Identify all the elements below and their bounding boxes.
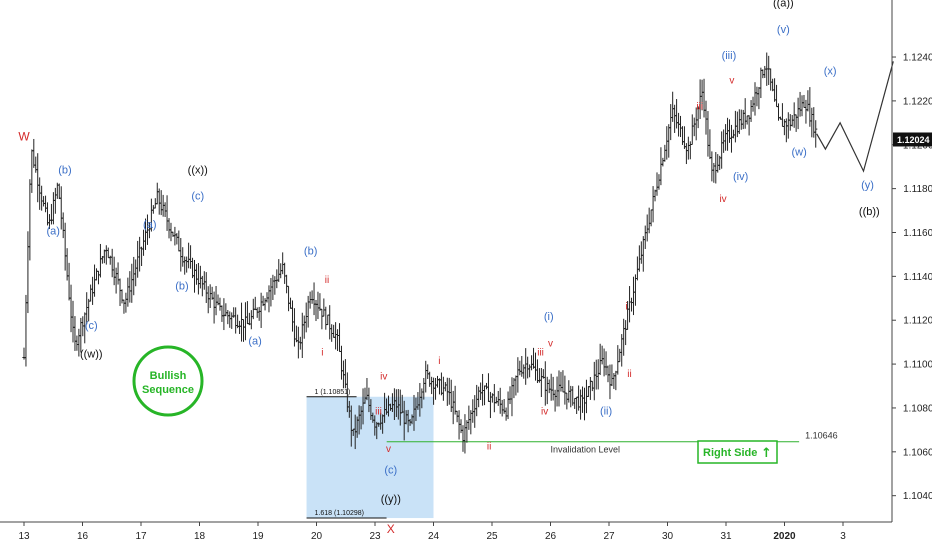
badge-circle	[132, 345, 204, 417]
wave-label: (x)	[824, 66, 837, 78]
current-price-tag	[893, 132, 932, 147]
wave-label: i	[321, 347, 323, 358]
arrow-up-icon: ↑	[761, 446, 772, 461]
x-tick-label: 17	[135, 531, 147, 542]
wave-label: ii	[325, 275, 329, 286]
wave-label: (b)	[175, 281, 188, 293]
y-tick-label: 1.11000	[903, 360, 932, 371]
wave-label: ii	[487, 442, 491, 453]
wave-label: ((w))	[80, 349, 103, 361]
wave-label: ((a))	[773, 0, 794, 10]
fib-top-label: 1 (1.10851)	[315, 389, 351, 396]
wave-label: v	[548, 339, 553, 350]
wave-label: (a)	[47, 226, 60, 238]
wave-label: W	[18, 129, 30, 143]
y-tick-label: 1.12400	[903, 53, 932, 64]
wave-label: iv	[380, 371, 387, 382]
badge-line2: Sequence	[142, 384, 194, 396]
wave-label: iv	[541, 407, 548, 418]
y-tick-label: 1.10400	[903, 491, 932, 502]
x-tick-label: 26	[545, 531, 557, 542]
x-axis: 13 16 17 18 19 20 23 24 25 26 27 30 31 2020 3	[0, 521, 892, 542]
wave-label: (c)	[384, 465, 397, 477]
x-tick-label: 27	[603, 531, 615, 542]
projection-line	[816, 61, 894, 173]
wave-label: (c)	[85, 320, 98, 332]
right-side-badge: Right Side ↑	[697, 440, 778, 464]
right-side-box	[697, 440, 778, 464]
x-tick-label: 24	[428, 531, 440, 542]
wave-label: v	[729, 75, 734, 86]
wave-label: v	[386, 444, 391, 455]
y-tick-label: 1.12200	[903, 96, 932, 107]
wave-label: ((b))	[859, 206, 880, 218]
wave-label: (w)	[791, 147, 806, 159]
wave-label: (i)	[544, 311, 554, 323]
bullish-sequence-badge: Bullish Sequence	[132, 345, 204, 417]
wave-label: ii	[627, 369, 631, 380]
projection-path	[816, 61, 894, 173]
invalidation-value: 1.10646	[805, 431, 838, 441]
wave-label: ((x))	[188, 164, 208, 176]
x-tick-label: 23	[369, 531, 381, 542]
badge-line1: Bullish	[150, 370, 187, 382]
y-axis: 1.124001.122001.120001.118001.116001.114…	[891, 0, 932, 522]
wave-label: ((y))	[381, 493, 401, 505]
wave-label: (iii)	[722, 50, 737, 62]
wave-label: X	[387, 522, 395, 536]
y-tick-label: 1.11200	[903, 316, 932, 327]
x-tick-label: 31	[720, 531, 732, 542]
wave-label: (iv)	[733, 171, 748, 183]
wave-label: iii	[537, 347, 544, 358]
x-tick-label: 18	[194, 531, 206, 542]
wave-label: (a)	[248, 335, 261, 347]
x-tick-label: 30	[662, 531, 674, 542]
x-tick-label: 20	[311, 531, 323, 542]
x-tick-label: 13	[18, 531, 30, 542]
wave-label: (v)	[777, 24, 790, 36]
y-tick-label: 1.10600	[903, 447, 932, 458]
y-tick-label: 1.11800	[903, 184, 932, 195]
y-tick-label: 1.11600	[903, 228, 932, 239]
x-tick-label: 19	[252, 531, 264, 542]
price-bars	[22, 52, 818, 454]
current-price-marker: 1.12024	[893, 132, 932, 147]
wave-label: (ii)	[600, 406, 612, 418]
x-tick-label: 25	[486, 531, 498, 542]
wave-label: (c)	[191, 191, 204, 203]
right-side-label: Right Side	[703, 447, 757, 459]
y-tick-label: 1.11400	[903, 272, 932, 283]
invalidation-label: Invalidation Level	[551, 445, 621, 455]
wave-label: (b)	[304, 245, 317, 257]
x-tick-label: 16	[77, 531, 89, 542]
wave-label: i	[625, 301, 627, 312]
wave-label: (a)	[143, 219, 156, 231]
x-tick-label: 3	[840, 531, 846, 542]
wave-labels: W(a)(b)(c)((w))(a)(b)((x))(c)(a)(b)iiiiv…	[18, 0, 879, 536]
wave-label: iv	[719, 194, 726, 205]
wave-label: (b)	[58, 164, 71, 176]
wave-label: (y)	[861, 180, 874, 192]
x-tick-label: 2020	[773, 531, 796, 542]
fib-bottom-label: 1.618 (1.10298)	[315, 510, 364, 517]
current-price-label: 1.12024	[897, 135, 930, 145]
wave-label: i	[438, 356, 440, 367]
wave-label: iii	[375, 407, 382, 418]
wave-label: iii	[696, 102, 703, 113]
y-tick-label: 1.10800	[903, 403, 932, 414]
